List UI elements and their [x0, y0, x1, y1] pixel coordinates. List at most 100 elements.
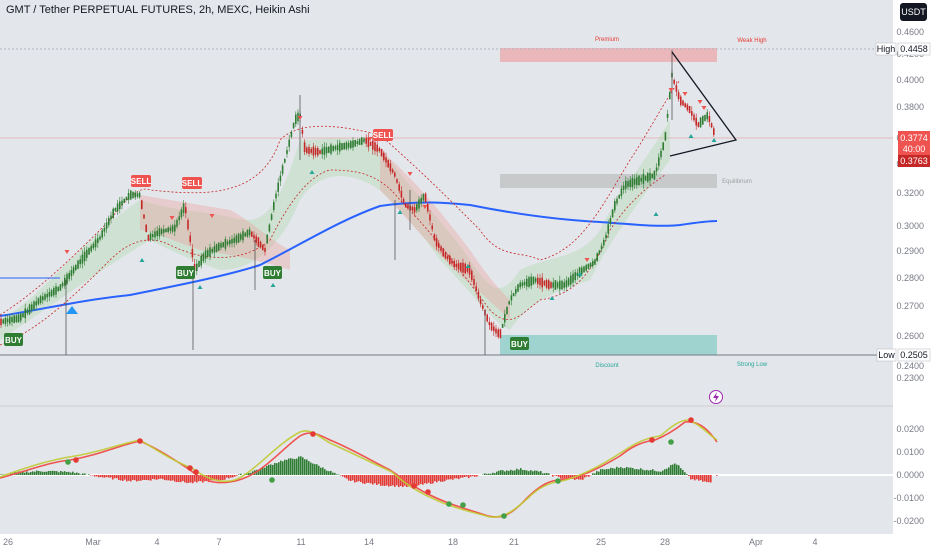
histogram-bar	[578, 475, 580, 480]
candle-body	[343, 143, 345, 150]
candle-body	[108, 218, 110, 226]
histogram-bar	[128, 475, 130, 481]
candle-body	[688, 106, 691, 114]
candle-body	[497, 329, 499, 337]
candle-body	[427, 203, 429, 212]
candle-body	[422, 194, 425, 201]
candle-body	[334, 146, 337, 150]
histogram-bar	[420, 475, 422, 485]
candle-body	[680, 96, 682, 105]
histogram-bar	[88, 474, 90, 475]
candle-body	[642, 173, 645, 184]
histogram-bar	[638, 469, 640, 475]
candle-body	[286, 150, 288, 154]
candle-body	[376, 144, 378, 152]
candle-body	[2, 319, 4, 324]
histogram-bar	[360, 475, 362, 483]
buy-arrow-marker	[577, 272, 583, 276]
svg-text:Low: Low	[878, 350, 895, 360]
histogram-bar	[48, 470, 50, 475]
candle-body	[61, 282, 64, 287]
histogram-bar	[42, 471, 44, 475]
candle-body	[209, 247, 211, 257]
svg-text:BUY: BUY	[5, 336, 23, 345]
histogram-bar	[532, 471, 534, 475]
histogram-bar	[600, 469, 602, 475]
histogram-bar	[224, 475, 226, 480]
candle-body	[600, 245, 603, 250]
candle-body	[493, 326, 495, 332]
price-axis[interactable]	[893, 0, 932, 550]
histogram-bar	[248, 473, 250, 475]
candle-body	[704, 115, 706, 121]
candle-body	[710, 123, 713, 128]
candle-body	[442, 248, 444, 257]
currency-button[interactable]: USDT	[900, 3, 927, 21]
candle-body	[336, 144, 339, 151]
candle-body	[163, 229, 165, 233]
candle-body	[416, 204, 418, 211]
candle-body	[627, 181, 629, 187]
candle-body	[598, 250, 601, 255]
histogram-bar	[642, 469, 644, 475]
histogram-bar	[344, 475, 346, 478]
histogram-bar	[446, 475, 448, 480]
discount-zone	[500, 335, 717, 355]
histogram-bar	[566, 475, 568, 480]
histogram-bar	[536, 470, 538, 475]
histogram-bar	[664, 469, 666, 475]
candle-body	[145, 224, 147, 233]
candle-body	[622, 185, 625, 190]
histogram-bar	[332, 472, 334, 475]
histogram-bar	[524, 470, 526, 475]
histogram-bar	[466, 475, 468, 477]
histogram-bar	[178, 475, 180, 482]
histogram-bar	[396, 475, 398, 486]
time-tick-label: 25	[596, 537, 606, 547]
histogram-bar	[392, 475, 394, 486]
candle-body	[35, 301, 37, 306]
histogram-bar	[104, 475, 106, 478]
histogram-bar	[682, 469, 684, 475]
candle-body	[611, 209, 614, 218]
histogram-bar	[378, 475, 380, 484]
oscillator-dot	[137, 438, 143, 444]
sell-arrow-marker	[668, 88, 674, 92]
candles[interactable]	[0, 50, 715, 355]
oscillator-dot	[73, 457, 79, 463]
time-tick-label: 14	[364, 537, 374, 547]
histogram-bar	[450, 475, 452, 480]
histogram-bar	[494, 473, 496, 475]
histogram-bar	[438, 475, 440, 481]
histogram-bar	[418, 475, 420, 486]
lightning-icon[interactable]	[709, 390, 723, 404]
histogram-bar	[72, 471, 74, 475]
candle-body	[347, 142, 350, 148]
candle-body	[378, 148, 381, 152]
histogram-bar	[440, 475, 442, 482]
buy-arrow-marker	[139, 258, 145, 262]
candle-body	[303, 142, 306, 153]
candle-body	[669, 91, 671, 100]
price-tick-label: 0.3800	[896, 102, 924, 112]
candle-body	[295, 114, 297, 124]
price-tick-label: 0.2700	[896, 301, 924, 311]
candle-body	[554, 280, 557, 290]
candle-body	[418, 199, 420, 209]
oscillator-pane[interactable]	[0, 407, 893, 534]
sell-arrow-marker	[682, 92, 688, 96]
lower-envelope	[0, 169, 666, 346]
histogram-bar	[586, 475, 588, 477]
candle-body	[471, 270, 473, 280]
osc-tick-label: 0.0100	[896, 447, 924, 457]
histogram-bar	[322, 467, 324, 475]
histogram-bar	[692, 475, 694, 480]
time-axis[interactable]	[0, 534, 893, 550]
buy-signal: BUY	[4, 333, 23, 346]
candle-body	[110, 215, 112, 220]
histogram-bar	[308, 461, 310, 475]
candle-body	[99, 236, 101, 240]
candle-body	[273, 201, 275, 211]
triangle-pattern[interactable]	[669, 51, 738, 157]
